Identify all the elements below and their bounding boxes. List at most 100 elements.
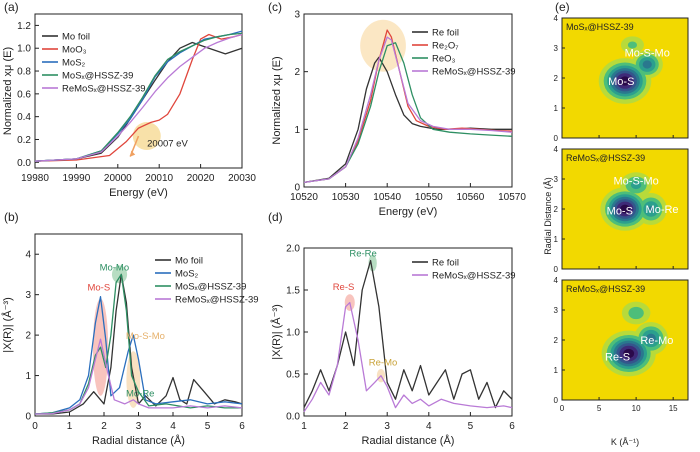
series-line-re2o7 <box>303 29 513 184</box>
y-tick-label: 1.0 <box>17 44 31 55</box>
panel-label: (b) <box>4 210 19 224</box>
y-tick-label: 1.0 <box>286 328 300 339</box>
x-tick-label: 5 <box>597 404 602 413</box>
y-tick-label: 2 <box>294 67 300 78</box>
heatmap-title: MoSₓ@HSSZ-39 <box>566 22 634 32</box>
annotation-mo-mo: Mo-Mo <box>100 262 130 273</box>
bond-label-mo-re: Mo-Re <box>646 204 679 216</box>
panel-label: (d) <box>268 210 283 224</box>
panel-label: (c) <box>268 0 282 14</box>
x-tick-label: 10550 <box>415 192 443 203</box>
series-line-remosx-hssz-39 <box>303 36 513 184</box>
legend-c: Re foil Re₂O₇ ReO₃ ReMoSₓ@HSSZ-39 <box>412 28 516 78</box>
x-tick-label: 2 <box>101 421 107 432</box>
series-line-moo3 <box>34 33 243 162</box>
heatmap-title: ReMoSₓ@HSSZ-39 <box>566 284 645 294</box>
y-axis-label: |X(R)| (Å⁻³) <box>1 297 14 353</box>
y-tick-label: 2.0 <box>286 244 300 255</box>
plot-frame-c <box>303 13 513 188</box>
bond-label-mo-s-mo: Mo-S-Mo <box>625 48 670 60</box>
y-tick-label: 4 <box>554 276 559 285</box>
x-axis-label: K (Å⁻¹) <box>611 437 639 447</box>
legend-label-remosx-hssz-39: ReMoSₓ@HSSZ-39 <box>432 67 516 78</box>
x-tick-label: 3 <box>384 421 390 432</box>
legend-label-remosx-hssz-39: ReMoSₓ@HSSZ-39 <box>175 295 259 306</box>
legend-label-remosx-hssz-39: ReMoSₓ@HSSZ-39 <box>432 271 516 282</box>
x-tick-label: 5 <box>468 421 474 432</box>
x-tick-label: 4 <box>426 421 432 432</box>
y-tick-label: 0 <box>554 396 559 405</box>
heatmap-contour <box>648 206 654 212</box>
y-axis-label: |X(R)| (Å⁻³) <box>270 304 283 360</box>
panel-a: 19980 19990 20000 20010 20020 20030 0.0 0.2 0.4 0… <box>2 0 256 199</box>
x-tick-label: 2 <box>343 421 349 432</box>
y-tick-label: 0.5 <box>286 370 300 381</box>
panel-c: 10520 10530 10540 10550 10560 10570 0 1 2 3 Energy… <box>268 0 526 218</box>
y-tick-label: 0.8 <box>17 67 31 78</box>
x-tick-label: 10570 <box>498 192 526 203</box>
heatmap-contour <box>630 180 642 190</box>
heatmap-contour <box>645 333 656 344</box>
bond-label-mo-s: Mo-S <box>607 206 633 218</box>
x-tick-label: 1 <box>67 421 73 432</box>
series-line-mo-foil <box>34 41 243 162</box>
highlight-b-1 <box>111 265 128 284</box>
x-tick-label: 10540 <box>373 192 401 203</box>
y-axis-label: Normalized xμ (E) <box>2 47 14 135</box>
y-tick-label: 2 <box>25 331 31 342</box>
legend-label-reo3: ReO₃ <box>432 54 456 65</box>
series-line-reo3 <box>303 42 513 184</box>
y-tick-label: 3 <box>554 175 559 184</box>
legend-label-re-foil: Re foil <box>432 258 459 269</box>
annotation-mo-s: Mo-S <box>87 283 110 294</box>
legend-a: Mo foil MoO₃ MoS₂ MoSₓ@HSSZ-39 ReMoSₓ@HSSZ-3… <box>42 32 146 95</box>
y-tick-label: 4 <box>554 145 559 154</box>
wavelet-map-1: 0 1 2 3 4 MoSₓ@HSSZ-39 Mo-S Mo-S-Mo <box>554 14 689 143</box>
x-tick-label: 1 <box>301 421 307 432</box>
annotation-re-s: Re-S <box>333 282 355 293</box>
x-axis-label: Radial distance (Å) <box>92 434 185 447</box>
wavelet-map-3: 0 1 2 3 4 0 5 10 15 ReMoSₓ@HSSZ-39 Re-S Re-Mo <box>554 276 689 413</box>
y-tick-label: 1 <box>294 125 300 136</box>
x-tick-label: 6 <box>239 421 245 432</box>
panel-label: (a) <box>4 0 19 14</box>
heatmap-contour <box>620 204 630 214</box>
y-tick-label: 2 <box>554 336 559 345</box>
legend-label-mos2: MoS₂ <box>62 58 86 69</box>
bond-label-re-mo: Re-Mo <box>640 335 673 347</box>
annotation-re-mo: Re-Mo <box>369 358 398 369</box>
x-tick-label: 19980 <box>21 173 49 184</box>
x-tick-label: 0 <box>560 404 565 413</box>
y-axis-label: Normalized xμ (E) <box>271 56 283 144</box>
legend-label-re2o7: Re₂O₇ <box>432 41 459 52</box>
y-tick-label: 1 <box>554 104 559 113</box>
x-tick-label: 4 <box>170 421 176 432</box>
y-tick-label: 0 <box>554 134 559 143</box>
y-tick-label: 4 <box>25 250 31 261</box>
series-line-mos2 <box>34 296 243 415</box>
y-tick-label: 0.2 <box>17 135 31 146</box>
y-tick-label: 3 <box>294 10 300 21</box>
legend-label-mo-foil: Mo foil <box>62 32 90 43</box>
legend-label-moo3: MoO₃ <box>62 45 87 56</box>
legend-d: Re foil ReMoSₓ@HSSZ-39 <box>412 258 516 282</box>
x-axis-label: Energy (eV) <box>379 206 438 218</box>
plot-frame-a <box>34 13 243 169</box>
y-tick-label: 3 <box>554 44 559 53</box>
y-tick-label: 0.0 <box>286 412 300 423</box>
x-axis-label: Radial distance (Å) <box>362 434 455 447</box>
annotation-20007-ev: 20007 eV <box>147 138 188 149</box>
x-tick-label: 20020 <box>187 173 215 184</box>
annotation-mo-s-mo: Mo-S-Mo <box>126 331 165 342</box>
legend-label-re-foil: Re foil <box>432 28 459 39</box>
x-tick-label: 10 <box>632 404 641 413</box>
heatmap-contour <box>623 348 635 359</box>
x-tick-label: 15 <box>669 404 678 413</box>
y-tick-label: 2 <box>554 74 559 83</box>
x-tick-label: 0 <box>32 421 38 432</box>
bond-label-re-s: Re-S <box>605 352 630 364</box>
series-line-remosx-hssz-39 <box>303 301 513 413</box>
panel-label: (e) <box>555 0 570 14</box>
heatmap-contour <box>619 76 631 86</box>
legend-label-mos2: MoS₂ <box>175 269 199 280</box>
